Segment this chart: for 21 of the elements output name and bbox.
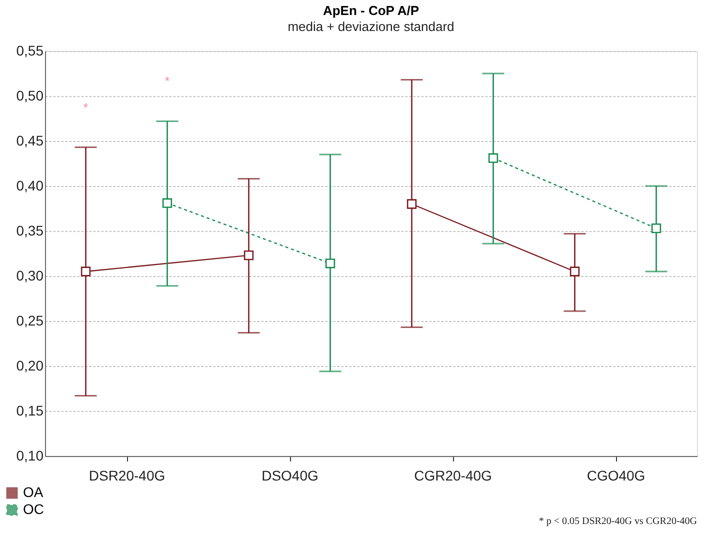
y-tick-label: 0,35 [16, 222, 44, 238]
legend-label: OC [23, 501, 44, 517]
y-tick-label: 0,30 [16, 268, 44, 284]
text: * p < 0.05 DSR20-40G vs CGR20-40G [538, 516, 697, 527]
x-tick-label: DSR20-40G [88, 468, 166, 484]
x-tick-label: CGR20-40G [414, 468, 492, 484]
y-tick-label: 0,25 [16, 312, 44, 328]
x-tick-label: CGO40G [586, 468, 646, 484]
y-tick-label: 0,15 [16, 402, 44, 418]
y-tick-label: 0,55 [16, 42, 44, 58]
y-tick-label: 0,10 [16, 448, 44, 464]
y-tick-label: 0,40 [16, 178, 44, 194]
y-tick-label: 0,45 [16, 132, 44, 148]
x-tick-label: DSO40G [262, 468, 318, 484]
y-tick-label: 0,20 [16, 358, 44, 374]
annotation: * [164, 74, 170, 88]
chart-title: ApEn - CoP A/P [322, 3, 420, 18]
y-tick-label: 0,50 [16, 88, 44, 104]
chart-subtitle: media + deviazione standard [288, 19, 454, 34]
legend-label: OA [23, 484, 44, 500]
annotation: * [83, 100, 88, 114]
